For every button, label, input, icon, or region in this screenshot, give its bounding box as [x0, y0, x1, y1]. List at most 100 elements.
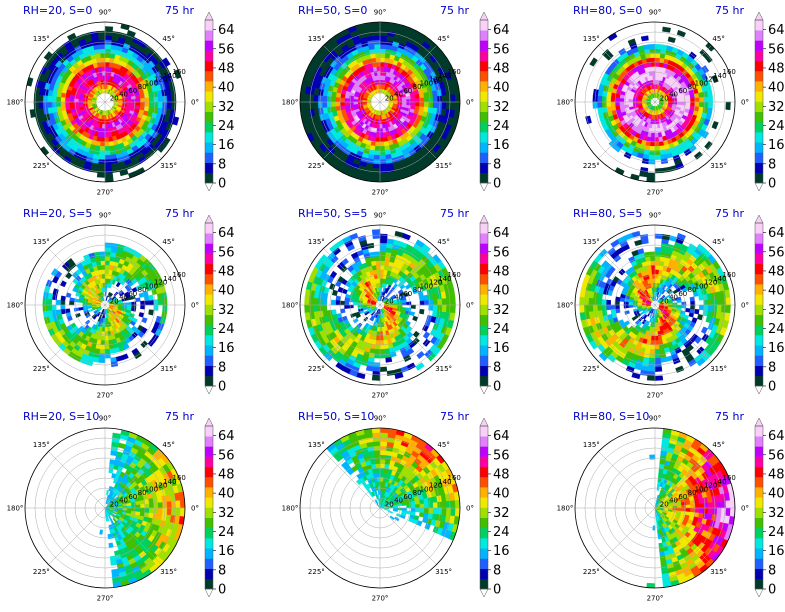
contour-cell [441, 304, 447, 313]
contour-cell [140, 101, 146, 107]
contour-cell [393, 304, 399, 308]
radial-tick-label: 40 [669, 91, 678, 99]
colorbar-segment [755, 132, 763, 143]
angle-label: 45° [437, 35, 449, 43]
contour-cell [698, 101, 705, 108]
contour-cell [60, 304, 66, 310]
contour-cell [365, 365, 374, 372]
colorbar-segment [205, 324, 213, 336]
contour-cell [585, 115, 592, 125]
contour-cell [375, 57, 381, 63]
colorbar-segment [480, 294, 488, 305]
contour-cell [376, 326, 381, 332]
colorbar-tick-label: 56 [768, 42, 785, 57]
radial-tick-label: 100 [145, 79, 158, 87]
contour-cell [169, 108, 176, 118]
contour-cell [654, 278, 659, 284]
contour-cell [153, 101, 159, 108]
contour-cell [646, 172, 656, 178]
contour-cell [648, 154, 656, 161]
contour-cell [304, 101, 310, 111]
contour-cell [162, 137, 171, 147]
contour-cell [140, 97, 146, 103]
colorbar-segment [755, 162, 763, 174]
contour-cell [304, 93, 310, 103]
colorbar-segment [205, 70, 213, 82]
colorbar-segment [755, 91, 763, 102]
contour-cell [654, 344, 660, 350]
contour-cell [596, 304, 603, 312]
contour-cell [660, 44, 668, 51]
contour-cell [339, 300, 345, 306]
angle-label: 270° [372, 392, 389, 400]
contour-cell [321, 95, 328, 103]
contour-cell [55, 299, 62, 306]
contour-cell [148, 294, 154, 301]
colorbar-tick-label: 64 [218, 226, 235, 241]
contour-cell [162, 57, 171, 67]
colorbar-segment [755, 152, 763, 163]
contour-cell [379, 75, 384, 81]
contour-cell [344, 94, 350, 99]
contour-cell [667, 36, 676, 44]
contour-cell [73, 98, 79, 103]
angle-label: 90° [99, 9, 111, 17]
colorbar-tick-label: 48 [493, 61, 510, 76]
contour-cell [649, 48, 656, 54]
colorbar-segment [205, 20, 213, 31]
contour-cell [104, 141, 110, 147]
colorbar-tick-label: 8 [218, 157, 226, 172]
contour-cell [650, 61, 656, 67]
angular-gridline [323, 101, 381, 159]
contour-cell [104, 30, 113, 36]
contour-cell [614, 304, 620, 310]
contour-cell [654, 137, 660, 143]
contour-cell [681, 304, 687, 309]
colorbar-tick-label: 64 [218, 23, 235, 38]
colorbar-segment [480, 375, 488, 387]
contour-cell [371, 26, 381, 32]
contour-cell [72, 286, 79, 293]
contour-cell [658, 66, 663, 72]
contour-cell [379, 43, 387, 50]
contour-cell [605, 101, 612, 108]
contour-cell [104, 43, 112, 50]
colorbar-segment [205, 101, 213, 112]
colorbar-segment [205, 132, 213, 143]
radial-tick-label: 20 [385, 94, 394, 102]
colorbar-segment [480, 50, 488, 62]
contour-cell [313, 304, 319, 313]
contour-cell [51, 96, 57, 103]
contour-cell [171, 94, 177, 103]
contour-cell [690, 97, 696, 103]
colorbar-segment [480, 101, 488, 112]
contour-cell [374, 255, 381, 262]
contour-cell [104, 52, 111, 59]
contour-cell [654, 48, 661, 54]
contour-cell [353, 301, 359, 306]
contour-cell [406, 301, 412, 306]
colorbar-tick-label: 48 [768, 61, 785, 76]
contour-cell [654, 251, 661, 257]
colorbar-segment [755, 60, 763, 72]
contour-field [26, 23, 182, 182]
contour-cell [376, 331, 381, 337]
angle-label: 270° [647, 189, 664, 197]
colorbar-segment [480, 223, 488, 234]
angle-label: 225° [308, 365, 325, 373]
contour-cell [46, 298, 53, 306]
contour-cell [379, 335, 384, 341]
contour-cell [703, 304, 709, 311]
angular-gridline [598, 101, 656, 159]
radial-tick-label: 120 [429, 76, 442, 84]
colorbar-segment [480, 273, 488, 285]
contour-cell [375, 137, 381, 143]
contour-cell [38, 94, 44, 103]
colorbar-segment [480, 40, 488, 51]
contour-cell [97, 163, 106, 169]
colorbar-segment [480, 81, 488, 92]
